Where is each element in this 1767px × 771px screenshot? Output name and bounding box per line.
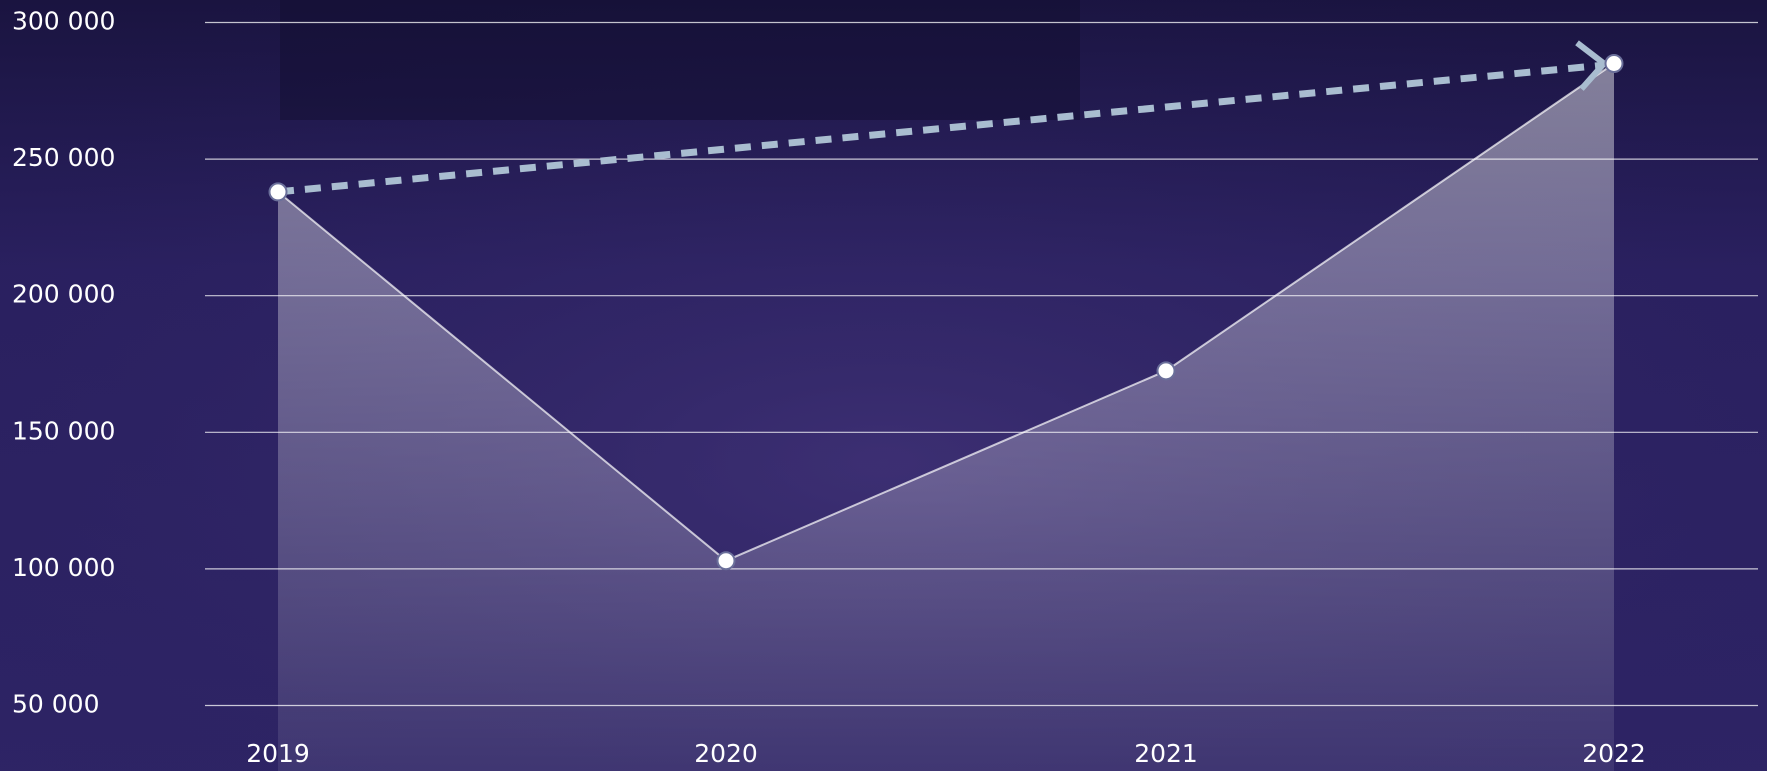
data-point	[1604, 53, 1624, 73]
area	[278, 63, 1614, 771]
data-point	[1156, 361, 1176, 381]
y-tick-label: 100 000	[12, 553, 115, 582]
x-tick-label: 2021	[1134, 739, 1198, 768]
y-tick-label: 150 000	[12, 416, 115, 445]
data-point	[268, 182, 288, 202]
y-tick-label: 200 000	[12, 280, 115, 309]
y-tick-label: 300 000	[12, 7, 115, 36]
stage	[280, 0, 1080, 120]
x-tick-label: 2019	[246, 739, 310, 768]
y-tick-label: 50 000	[12, 690, 99, 719]
x-tick-label: 2020	[694, 739, 758, 768]
x-tick-label: 2022	[1582, 739, 1646, 768]
line	[277, 62, 1615, 562]
data-point	[716, 551, 736, 571]
y-tick-label: 250 000	[12, 143, 115, 172]
trend-line	[277, 62, 1601, 196]
trend-arrowhead	[1575, 40, 1609, 91]
